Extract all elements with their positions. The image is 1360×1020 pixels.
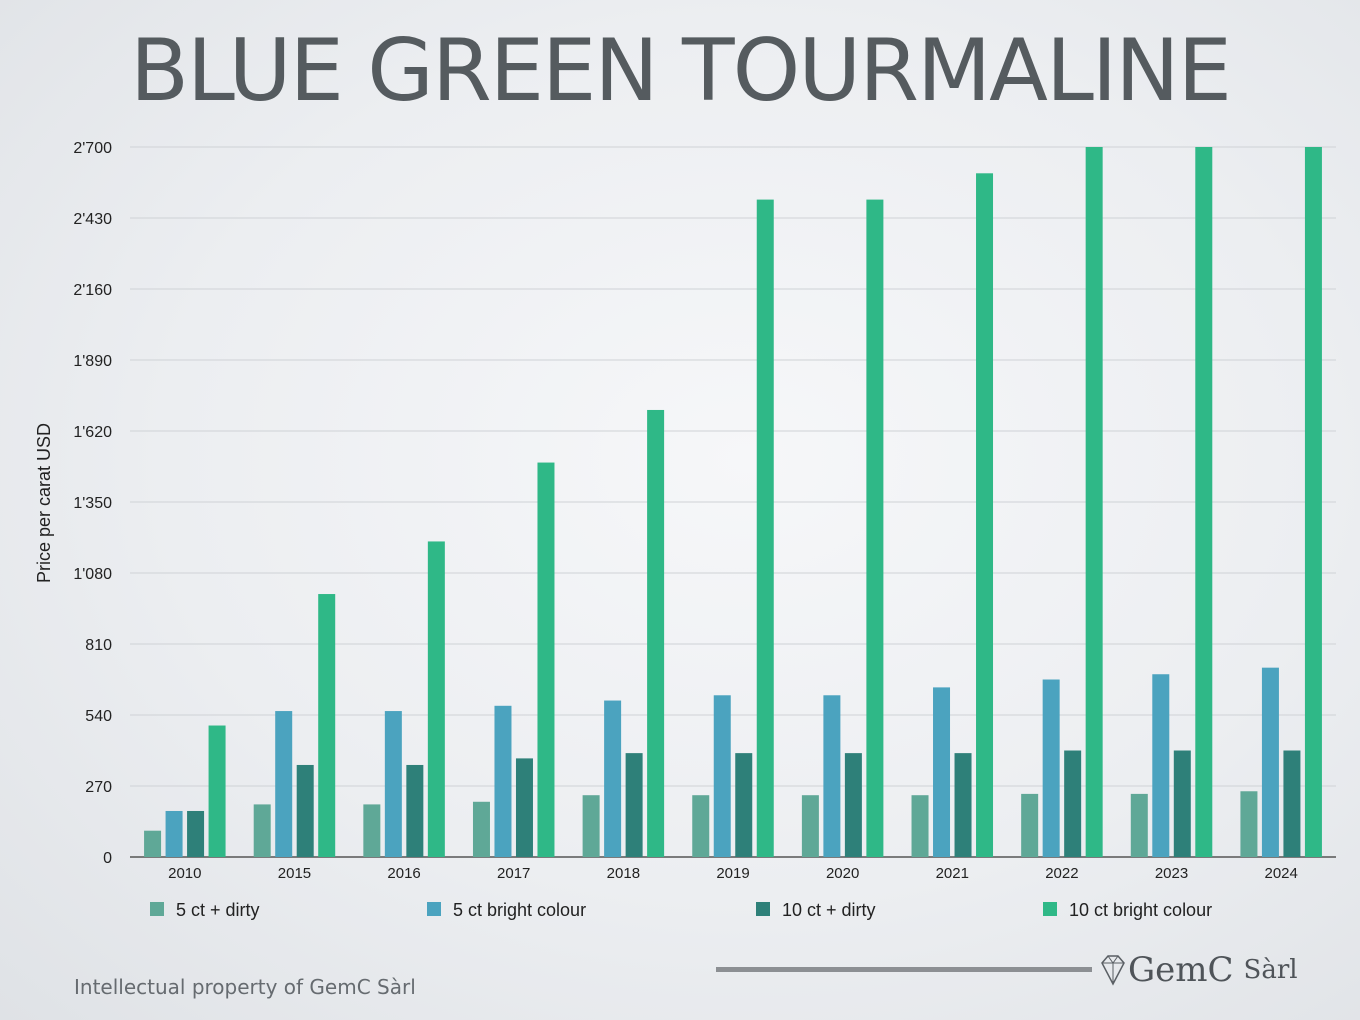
bar-2010-series-4 — [208, 725, 226, 857]
bar-2015-series-1 — [253, 804, 271, 857]
legend-swatch — [427, 902, 441, 916]
bar-2020-series-2 — [823, 695, 841, 857]
bar-2023-series-1 — [1130, 793, 1148, 857]
y-tick-label: 540 — [85, 708, 112, 725]
legend-swatch — [150, 902, 164, 916]
bar-2022-series-3 — [1064, 750, 1082, 857]
bar-2022-series-1 — [1021, 793, 1039, 857]
bar-2019-series-1 — [692, 795, 710, 857]
x-tick-label: 2010 — [168, 865, 201, 882]
legend-label: 10 ct + dirty — [782, 900, 876, 920]
legend-swatch — [1043, 902, 1057, 916]
bar-2016-series-3 — [406, 764, 424, 857]
y-tick-label: 1'350 — [73, 495, 112, 512]
bar-2017-series-4 — [537, 462, 555, 857]
bar-2021-series-2 — [933, 687, 951, 857]
x-tick-label: 2020 — [826, 865, 859, 882]
bar-2021-series-1 — [911, 795, 929, 857]
bar-2010-series-1 — [144, 830, 162, 857]
x-tick-label: 2019 — [716, 865, 749, 882]
x-tick-label: 2024 — [1264, 865, 1297, 882]
bar-2024-series-4 — [1304, 147, 1322, 857]
x-tick-label: 2016 — [387, 865, 420, 882]
legend-label: 10 ct bright colour — [1069, 900, 1212, 920]
legend-label: 5 ct bright colour — [453, 900, 586, 920]
x-tick-label: 2022 — [1045, 865, 1078, 882]
bar-2015-series-3 — [296, 764, 314, 857]
bar-2017-series-1 — [472, 801, 490, 857]
company-logo: GemC Sàrl — [1100, 950, 1298, 990]
y-tick-label: 2'160 — [73, 282, 112, 299]
x-tick-label: 2021 — [936, 865, 969, 882]
logo-suffix: Sàrl — [1243, 955, 1298, 985]
bar-2023-series-4 — [1195, 147, 1213, 857]
y-tick-label: 0 — [103, 850, 112, 867]
bar-2016-series-4 — [427, 541, 445, 857]
bar-2024-series-3 — [1283, 750, 1301, 857]
bar-2024-series-1 — [1240, 791, 1258, 857]
bar-2021-series-3 — [954, 753, 972, 857]
bar-2021-series-4 — [976, 173, 994, 858]
x-axis: 2010 2015 2016 2017 2018 2019 2020 2021 2022 2023… — [168, 865, 1298, 882]
x-tick-label: 2017 — [497, 865, 530, 882]
legend-label: 5 ct + dirty — [176, 900, 260, 920]
y-axis-label: Price per carat USD — [34, 423, 54, 583]
bar-2022-series-4 — [1085, 147, 1103, 857]
bar-2019-series-3 — [735, 753, 753, 857]
bar-2016-series-1 — [363, 804, 381, 857]
bar-2019-series-2 — [713, 695, 731, 857]
diamond-icon — [1101, 955, 1125, 986]
y-tick-label: 810 — [85, 637, 112, 654]
bar-2017-series-3 — [515, 758, 533, 857]
bar-2018-series-4 — [647, 409, 665, 857]
footer-divider — [716, 967, 1092, 972]
y-tick-label: 2'430 — [73, 211, 112, 228]
bar-2015-series-4 — [318, 594, 336, 857]
bar-2019-series-4 — [756, 199, 774, 857]
legend: 5 ct + dirty 5 ct bright colour 10 ct + di… — [150, 900, 1212, 920]
bar-2016-series-2 — [384, 711, 402, 857]
x-tick-label: 2015 — [278, 865, 311, 882]
y-tick-label: 270 — [85, 779, 112, 796]
bar-2020-series-1 — [801, 795, 819, 857]
y-tick-label: 1'080 — [73, 566, 112, 583]
bar-2018-series-3 — [625, 753, 643, 857]
bars — [144, 147, 1322, 858]
bar-2022-series-2 — [1042, 679, 1060, 857]
footer-note: Intellectual property of GemC Sàrl — [74, 975, 416, 999]
bar-2023-series-2 — [1152, 674, 1170, 857]
y-tick-label: 2'700 — [73, 140, 112, 157]
y-tick-label: 1'890 — [73, 353, 112, 370]
bar-2010-series-2 — [165, 810, 183, 857]
bar-2020-series-4 — [866, 199, 884, 857]
bar-2020-series-3 — [844, 753, 862, 857]
chart-title: BLUE GREEN TOURMALINE — [130, 21, 1232, 121]
x-tick-label: 2018 — [607, 865, 640, 882]
legend-swatch — [756, 902, 770, 916]
x-tick-label: 2023 — [1155, 865, 1188, 882]
bar-2010-series-3 — [187, 810, 205, 857]
bar-2018-series-2 — [604, 700, 622, 857]
bar-2015-series-2 — [275, 711, 293, 857]
logo-name: GemC — [1128, 950, 1234, 990]
bar-2018-series-1 — [582, 795, 600, 857]
bar-2017-series-2 — [494, 705, 512, 857]
y-tick-label: 1'620 — [73, 424, 112, 441]
bar-2023-series-3 — [1173, 750, 1191, 857]
bar-2024-series-2 — [1261, 667, 1279, 857]
y-axis: 0 270 540 810 1'080 1'350 1'620 1'890 2'160 2'430… — [73, 140, 112, 867]
